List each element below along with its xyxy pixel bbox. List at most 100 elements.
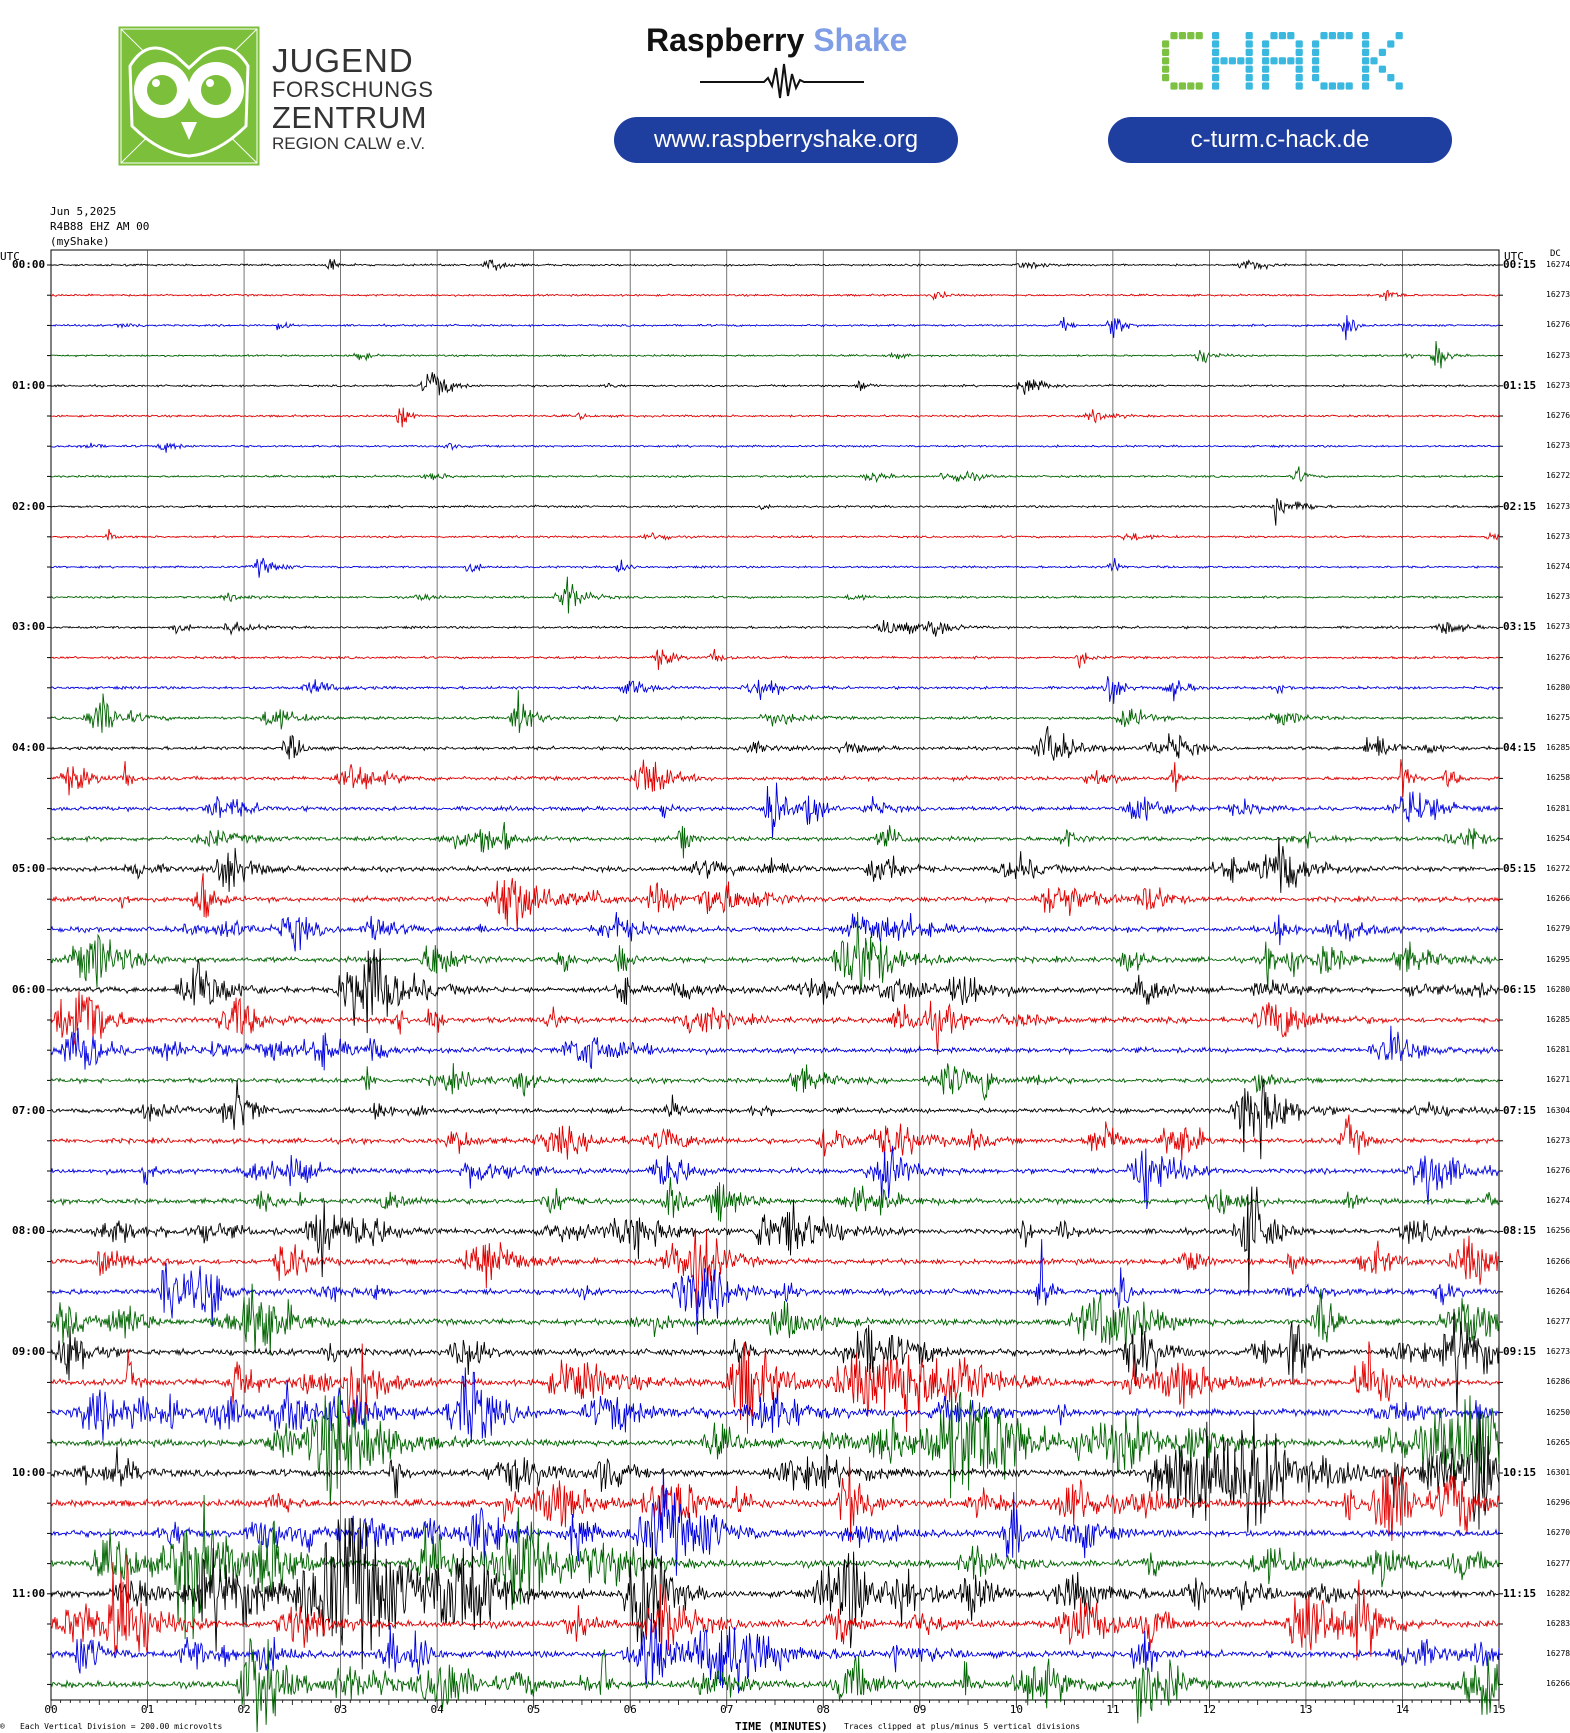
seismic-trace: [50, 911, 1499, 990]
dc-value: 16285: [1546, 1015, 1570, 1024]
right-time-label: 11:15: [1503, 1586, 1537, 1600]
dc-value: 16275: [1546, 713, 1570, 722]
seismic-trace: [50, 289, 1500, 301]
chack-logo-dot: [1228, 57, 1236, 65]
minute-tick-label: 11: [1106, 1703, 1120, 1716]
chack-logo-dot: [1328, 32, 1336, 40]
dc-value: 16285: [1546, 743, 1570, 753]
chack-logo-dot: [1162, 65, 1170, 73]
chack-logo-icon: [1162, 32, 1403, 90]
chack-logo-dot: [1362, 57, 1370, 65]
left-time-label: 10:00: [12, 1466, 46, 1479]
dc-value: 16258: [1546, 773, 1570, 783]
seismic-trace: [50, 528, 1500, 541]
dc-value: 16266: [1546, 894, 1570, 904]
jfz-line-1: JUGEND: [272, 42, 414, 79]
dc-value: 16280: [1546, 682, 1570, 692]
chack-logo-dot: [1337, 82, 1345, 90]
left-axis-label: UTC: [0, 250, 20, 263]
chack-logo-dot: [1212, 74, 1220, 82]
seismic-trace: [50, 1341, 1500, 1434]
left-time-label: 00:00: [12, 258, 46, 271]
chack-logo-dot: [1212, 65, 1220, 73]
seismic-trace: [50, 1239, 1500, 1335]
right-time-label: 07:15: [1503, 1103, 1537, 1117]
dc-value: 16276: [1546, 652, 1570, 662]
dc-value: 16264: [1546, 1286, 1570, 1296]
seismic-trace: [50, 1063, 1500, 1102]
seismic-trace: [50, 782, 1500, 838]
right-time-label: 09:15: [1503, 1345, 1537, 1359]
dc-value: 16273: [1546, 1347, 1570, 1357]
right-time-label: 06:15: [1503, 982, 1537, 996]
seismic-trace: [50, 948, 1500, 1034]
dc-value: 16274: [1546, 260, 1570, 269]
dc-value: 16286: [1546, 1377, 1570, 1387]
seismic-trace: [50, 1228, 1500, 1314]
chack-logo-dot: [1387, 40, 1395, 48]
minute-tick-label: 06: [623, 1703, 637, 1716]
dc-value: 16295: [1546, 954, 1570, 964]
chack-logo-dot: [1162, 57, 1170, 65]
chack-logo-dot: [1270, 32, 1278, 40]
seismic-trace: [50, 1612, 1500, 1694]
raspberry-shake-url-button[interactable]: www.raspberryshake.org: [614, 117, 958, 163]
right-time-label: 00:15: [1503, 258, 1537, 271]
dc-value: 16283: [1546, 1619, 1570, 1628]
seismic-trace: [50, 1078, 1500, 1160]
seismic-trace: [50, 648, 1500, 671]
seismic-trace: [50, 466, 1500, 484]
chack-logo-dot: [1162, 48, 1170, 56]
jfz-line-3: ZENTRUM: [272, 100, 428, 135]
chack-logo-dot: [1328, 82, 1336, 90]
seismic-trace: [50, 315, 1500, 341]
chack-logo-dot: [1212, 57, 1220, 65]
minute-tick-label: 03: [333, 1703, 348, 1716]
footnote-scale: Each Vertical Division = 200.00 microvol…: [20, 1722, 223, 1731]
dc-value: 16271: [1546, 1075, 1570, 1085]
right-time-label: 05:15: [1503, 862, 1537, 875]
raspberry-shake-logo: Raspberry Shake: [646, 22, 907, 59]
minute-tick-label: 13: [1299, 1703, 1313, 1716]
seismic-trace: [50, 911, 1500, 952]
dc-value: 16256: [1546, 1226, 1570, 1236]
chack-logo-dot: [1362, 32, 1370, 40]
seismic-trace: [50, 991, 1500, 1055]
jfz-line-2: FORSCHUNGS: [272, 77, 434, 102]
dc-value: 16276: [1546, 1166, 1570, 1175]
dc-value: 16304: [1546, 1105, 1570, 1115]
seismic-trace: [50, 1554, 1500, 1661]
chack-logo-dot: [1370, 57, 1378, 65]
minute-tick-label: 10: [1009, 1703, 1023, 1716]
jfz-line-4: REGION CALW e.V.: [272, 134, 426, 153]
chack-url-button[interactable]: c-turm.c-hack.de: [1108, 117, 1452, 163]
dc-value: 16273: [1546, 501, 1570, 511]
raspberry-shake-name-1: Raspberry: [646, 22, 805, 58]
chack-logo-dot: [1320, 32, 1328, 40]
left-time-label: 07:00: [12, 1103, 46, 1117]
chack-logo-dot: [1170, 82, 1178, 90]
corner-mark: ®: [0, 1722, 5, 1731]
dc-value: 16278: [1546, 1649, 1570, 1659]
minute-tick-label: 14: [1395, 1703, 1410, 1716]
chack-logo-dot: [1262, 65, 1270, 73]
dc-value: 16273: [1546, 531, 1570, 541]
dc-value: 16272: [1546, 471, 1570, 481]
seismic-trace: [50, 341, 1500, 369]
chack-logo-dot: [1212, 32, 1220, 40]
dc-value: 16296: [1546, 1498, 1570, 1508]
chack-logo-dot: [1387, 74, 1395, 82]
chart-date: Jun 5,2025: [50, 205, 117, 218]
seismic-trace: [50, 407, 1500, 428]
chack-logo-dot: [1262, 48, 1270, 56]
chack-logo-dot: [1395, 32, 1403, 40]
chack-logo-dot: [1245, 65, 1253, 73]
left-time-label: 04:00: [12, 741, 46, 755]
dc-column-label: DC: [1550, 249, 1561, 259]
dc-value: 16273: [1546, 592, 1570, 602]
jfz-logo-text: JUGEND FORSCHUNGS ZENTRUM REGION CALW e.…: [272, 44, 433, 152]
minute-tick-label: 09: [913, 1703, 927, 1716]
dc-value: 16250: [1546, 1407, 1570, 1417]
chack-logo-dot: [1262, 82, 1270, 90]
dc-value: 16266: [1546, 1679, 1570, 1689]
